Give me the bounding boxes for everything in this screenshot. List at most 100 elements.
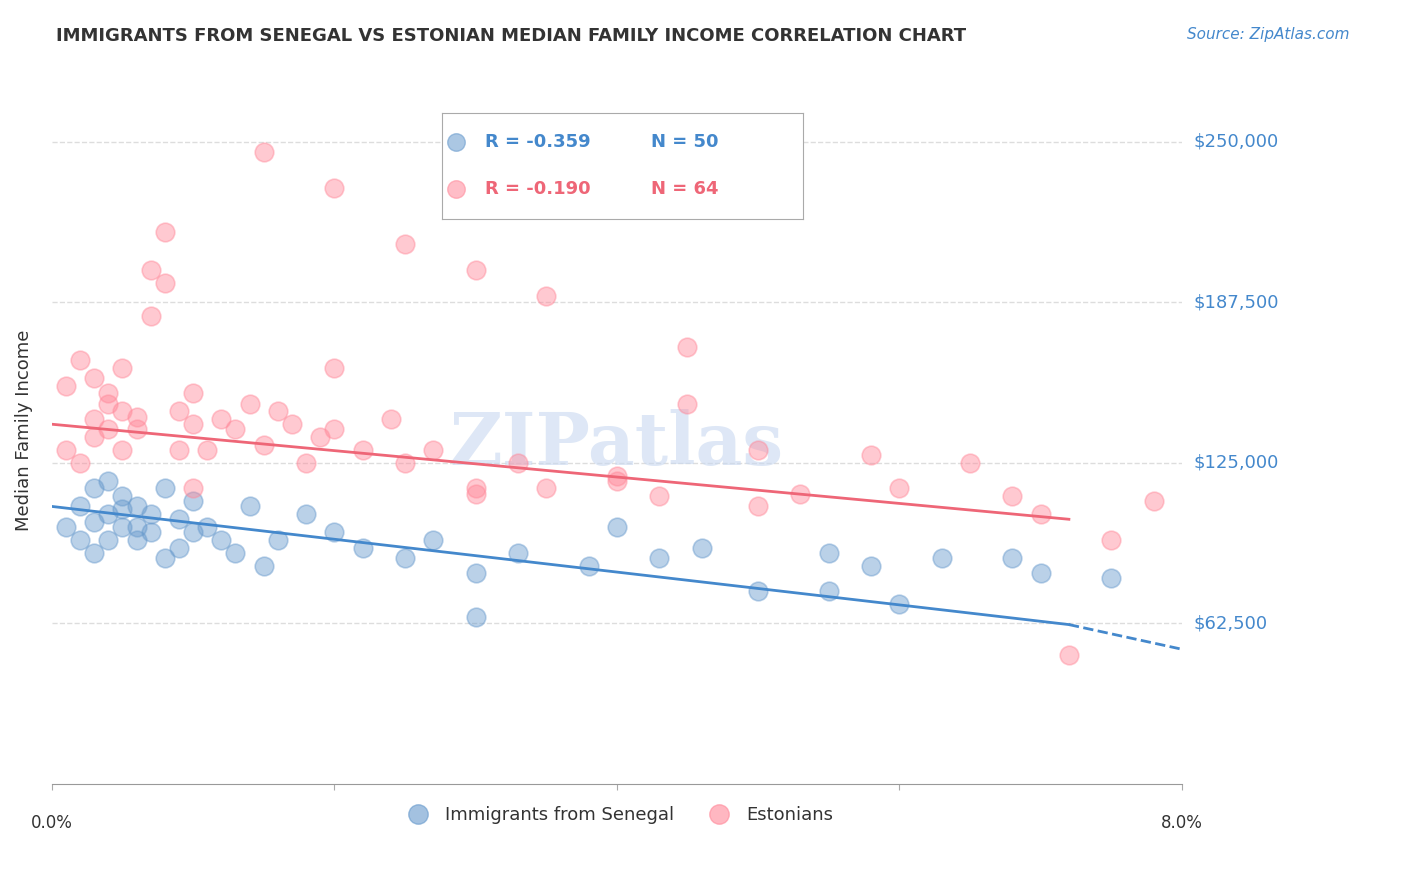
Point <box>195 520 218 534</box>
Point <box>648 489 671 503</box>
Point <box>97 474 120 488</box>
Point <box>153 482 176 496</box>
Point <box>97 386 120 401</box>
Point <box>422 533 444 547</box>
Point <box>464 566 486 581</box>
Point <box>464 263 486 277</box>
Point <box>167 541 190 555</box>
Point <box>1001 489 1024 503</box>
Point <box>125 520 148 534</box>
Point <box>889 482 911 496</box>
Point <box>181 525 204 540</box>
Point <box>167 512 190 526</box>
Point <box>959 456 981 470</box>
Point <box>817 546 839 560</box>
Point <box>153 276 176 290</box>
Point <box>167 442 190 457</box>
Point <box>153 225 176 239</box>
Point <box>111 520 134 534</box>
Point <box>167 404 190 418</box>
Point <box>181 494 204 508</box>
Point <box>224 422 246 436</box>
Point <box>281 417 304 432</box>
Point <box>506 456 529 470</box>
Point <box>224 546 246 560</box>
Text: ZIPatlas: ZIPatlas <box>450 409 785 480</box>
Point <box>860 448 883 462</box>
Point <box>747 584 769 599</box>
Point <box>111 404 134 418</box>
Point <box>55 442 77 457</box>
Point <box>181 417 204 432</box>
Point <box>97 397 120 411</box>
Point <box>111 489 134 503</box>
Point <box>97 507 120 521</box>
Point <box>238 397 260 411</box>
Point <box>1057 648 1080 663</box>
Point <box>111 502 134 516</box>
Point <box>125 422 148 436</box>
Point <box>253 558 276 573</box>
Point <box>534 482 557 496</box>
Point <box>1001 550 1024 565</box>
Point <box>83 546 105 560</box>
Point <box>69 533 91 547</box>
Point <box>380 412 402 426</box>
Text: $187,500: $187,500 <box>1194 293 1278 311</box>
Point <box>83 371 105 385</box>
Point <box>323 181 346 195</box>
Point <box>83 482 105 496</box>
Legend: Immigrants from Senegal, Estonians: Immigrants from Senegal, Estonians <box>392 799 841 831</box>
Point <box>1029 507 1052 521</box>
Point <box>464 486 486 500</box>
Point <box>195 442 218 457</box>
Point <box>352 541 374 555</box>
Point <box>789 486 811 500</box>
Point <box>55 520 77 534</box>
Point <box>578 558 600 573</box>
Point <box>181 482 204 496</box>
Point <box>860 558 883 573</box>
Point <box>690 541 713 555</box>
Point <box>253 438 276 452</box>
Point <box>1029 566 1052 581</box>
Point <box>889 597 911 611</box>
Point <box>97 422 120 436</box>
Point <box>69 353 91 368</box>
Point <box>394 456 416 470</box>
Point <box>931 550 953 565</box>
Point <box>125 500 148 514</box>
Point <box>181 386 204 401</box>
Point <box>309 430 332 444</box>
Point <box>1099 571 1122 585</box>
Text: 0.0%: 0.0% <box>31 814 73 832</box>
Point <box>139 525 162 540</box>
Point <box>422 442 444 457</box>
Point <box>111 442 134 457</box>
Text: 8.0%: 8.0% <box>1161 814 1204 832</box>
Point <box>817 584 839 599</box>
Point <box>606 474 628 488</box>
Point <box>97 533 120 547</box>
Point <box>352 442 374 457</box>
Point <box>1099 533 1122 547</box>
Point <box>139 507 162 521</box>
Text: IMMIGRANTS FROM SENEGAL VS ESTONIAN MEDIAN FAMILY INCOME CORRELATION CHART: IMMIGRANTS FROM SENEGAL VS ESTONIAN MEDI… <box>56 27 966 45</box>
Point <box>253 145 276 159</box>
Point <box>534 289 557 303</box>
Point <box>111 360 134 375</box>
Point <box>209 533 232 547</box>
Point <box>83 430 105 444</box>
Point <box>676 397 699 411</box>
Point <box>267 533 290 547</box>
Point <box>295 507 318 521</box>
Text: $62,500: $62,500 <box>1194 615 1267 632</box>
Point <box>747 500 769 514</box>
Point <box>464 610 486 624</box>
Point <box>55 378 77 392</box>
Point <box>139 310 162 324</box>
Point <box>323 422 346 436</box>
Point <box>295 456 318 470</box>
Y-axis label: Median Family Income: Median Family Income <box>15 330 32 532</box>
Point <box>506 546 529 560</box>
